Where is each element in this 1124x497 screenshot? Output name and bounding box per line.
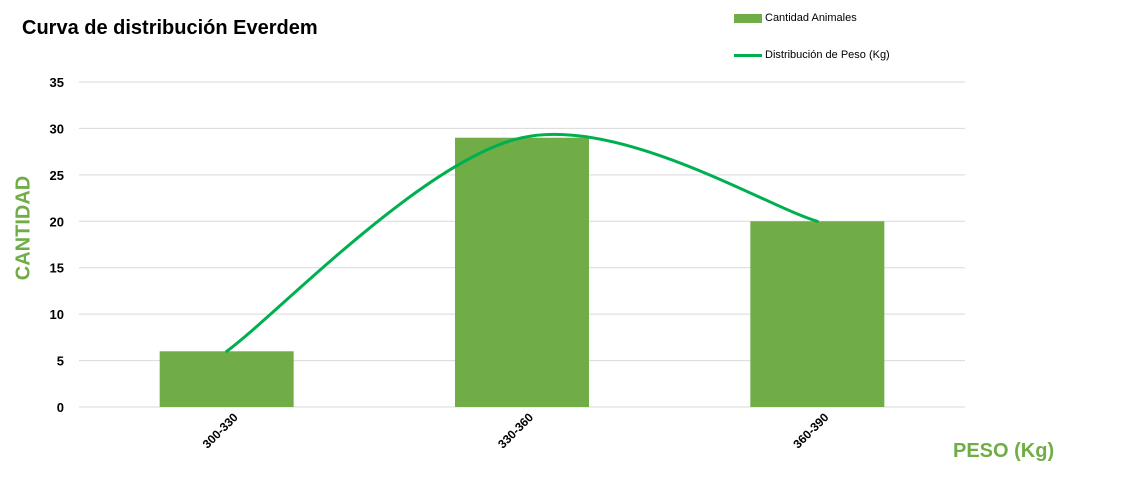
bar-330-360 [455,137,589,407]
series-line-distribucion [225,132,819,353]
y-tick-label-3: 15 [50,261,64,276]
x-tick-label-300-330: 300-330 [200,410,241,451]
legend-swatch-bars [734,13,762,23]
x-tick-label-360-390: 360-390 [790,410,831,451]
legend-label-bars: Cantidad Animales [765,12,857,24]
y-tick-label-5: 25 [50,168,64,183]
y-tick-label-2: 10 [50,307,64,322]
legend: Cantidad Animales Distribución de Peso (… [734,10,890,63]
legend-item-line: Distribución de Peso (Kg) [734,47,890,63]
y-tick-label-6: 30 [50,121,64,136]
legend-swatch-line [734,53,762,57]
y-tick-label-4: 20 [50,214,64,229]
chart-title: Curva de distribución Everdem [22,17,318,39]
x-axis-title: PESO (Kg) [953,440,1055,462]
y-tick-label-1: 5 [57,354,64,369]
x-tick-label-330-360: 330-360 [495,410,536,451]
y-tick-label-7: 35 [50,75,64,90]
bar-300-330 [159,351,294,407]
legend-item-bars: Cantidad Animales [734,10,890,26]
legend-label-line: Distribución de Peso (Kg) [765,49,890,61]
y-tick-label-0: 0 [57,400,64,415]
bar-360-390 [750,221,885,407]
